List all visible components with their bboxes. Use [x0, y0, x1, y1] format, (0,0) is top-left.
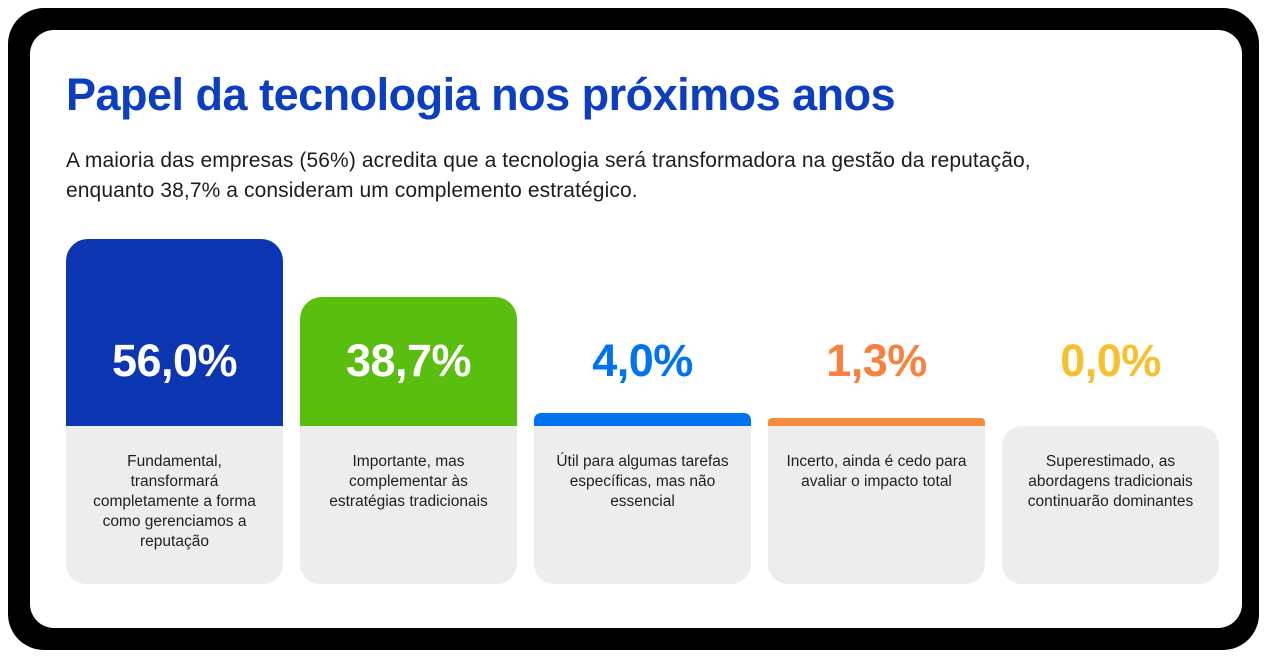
black-rounded-frame: Papel da tecnologia nos próximos anos A … — [8, 8, 1259, 650]
bar — [768, 417, 985, 426]
bar-column-incerto: 1,3% Incerto, ainda é cedo para avaliar … — [768, 239, 985, 584]
description-text: Fundamental, transformará completamente … — [93, 452, 256, 550]
description-text: Importante, mas complementar às estratég… — [329, 452, 488, 510]
subtitle-line-1: A maioria das empresas (56%) acredita qu… — [66, 148, 1031, 172]
description-text: Útil para algumas tarefas específicas, m… — [556, 452, 729, 510]
bar — [534, 412, 751, 426]
bar — [66, 238, 283, 426]
subtitle-line-2: enquanto 38,7% a consideram um complemen… — [66, 178, 638, 202]
page-title: Papel da tecnologia nos próximos anos — [66, 69, 896, 120]
percent-label: 0,0% — [1060, 334, 1161, 386]
percent-label: 1,3% — [826, 334, 927, 386]
percent-label: 4,0% — [592, 334, 693, 386]
chart-card: Papel da tecnologia nos próximos anos A … — [30, 30, 1242, 628]
percent-label: 38,7% — [345, 334, 472, 386]
description-text: Superestimado, as abordagens tradicionai… — [1027, 452, 1194, 510]
bar-column-importante: 38,7% Importante, mas complementar às es… — [300, 239, 517, 584]
description-text: Incerto, ainda é cedo para avaliar o imp… — [786, 452, 967, 490]
description-box: Incerto, ainda é cedo para avaliar o imp… — [768, 425, 985, 584]
description-box: Fundamental, transformará completamente … — [66, 425, 283, 584]
bar-column-util: 4,0% Útil para algumas tarefas específic… — [534, 239, 751, 584]
bar-column-fundamental: 56,0% Fundamental, transformará completa… — [66, 238, 283, 584]
percent-label: 56,0% — [111, 334, 238, 386]
chart-subtitle: A maioria das empresas (56%) acredita qu… — [66, 146, 1220, 206]
bar-chart: 56,0% Fundamental, transformará completa… — [66, 238, 1220, 584]
bar — [300, 296, 517, 426]
description-box: Superestimado, as abordagens tradicionai… — [1002, 425, 1219, 584]
bar-column-superestimado: 0,0% Superestimado, as abordagens tradic… — [1002, 239, 1219, 584]
description-box: Importante, mas complementar às estratég… — [300, 425, 517, 584]
description-box: Útil para algumas tarefas específicas, m… — [534, 425, 751, 584]
